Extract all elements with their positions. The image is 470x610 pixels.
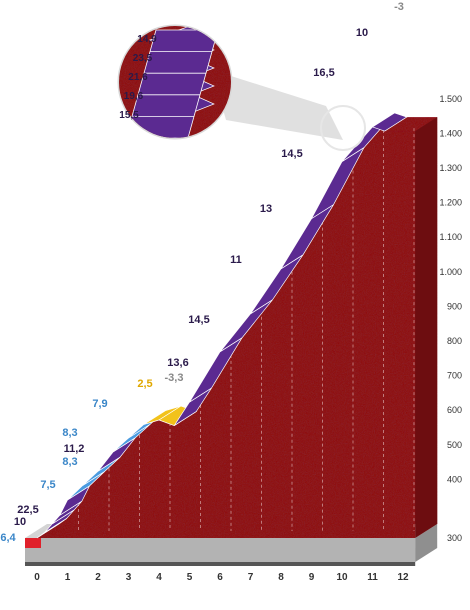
mountain-body: [37, 112, 438, 539]
gradient-label: 13: [260, 203, 272, 215]
inset-contents: [119, 26, 231, 138]
y-tick-label: 700: [447, 371, 462, 381]
zoom-inset: 14,9 23,5 21,6 19,6 15,5: [117, 24, 366, 151]
gradient-label: 16,5: [313, 67, 334, 79]
x-tick-label: 3: [126, 572, 132, 583]
inset-gradient-label: 14,9: [137, 34, 157, 45]
y-tick-label: 400: [447, 474, 462, 484]
x-axis-ticks: 0 1 2 3 4 5 6 7 8 9 10 11 12: [34, 572, 409, 583]
base-side-face: [415, 524, 438, 562]
y-tick-label: 1.000: [439, 267, 462, 277]
gradient-label: 8,3: [62, 427, 77, 439]
y-tick-label: 1.100: [439, 232, 462, 242]
gradient-label: 11,2: [64, 443, 85, 455]
y-tick-label: 1.400: [439, 128, 462, 138]
inset-gradient-label: 23,5: [133, 53, 153, 64]
gradient-label: 13,6: [167, 357, 188, 369]
x-tick-label: 4: [156, 572, 162, 583]
start-marker: [25, 538, 41, 548]
x-tick-label: 2: [95, 572, 101, 583]
gradient-ribbon: [36, 112, 408, 539]
km-gridlines: [78, 123, 415, 531]
y-tick-label: 900: [447, 301, 462, 311]
gradient-label: 11: [230, 254, 242, 266]
x-tick-label: 8: [278, 572, 284, 583]
gradient-label: 10: [356, 27, 368, 39]
gradient-label: 8,3: [62, 456, 77, 468]
ribbon-segment: [371, 112, 408, 132]
gradient-label: 10: [14, 516, 26, 528]
inset-gradient-label: 15,5: [119, 110, 139, 121]
y-axis-ticks: 300 400 500 600 700 800 900 1.000 1.100 1.200 1.30…: [439, 94, 462, 543]
gradient-label: 22,5: [17, 504, 38, 516]
gradient-label: -3,3: [165, 372, 184, 384]
y-tick-label: 600: [447, 405, 462, 415]
gradient-label: 6,4: [0, 532, 16, 544]
inset-connector: [212, 70, 343, 140]
x-tick-label: 7: [248, 572, 254, 583]
gradient-label: 7,9: [92, 398, 107, 410]
inset-gradient-label: 19,6: [124, 91, 144, 102]
mountain-side-face: [415, 117, 438, 538]
x-tick-label: 6: [217, 572, 223, 583]
x-tick-label: 5: [187, 572, 193, 583]
y-tick-label: 1.500: [439, 94, 462, 104]
gradient-label: 2,5: [137, 378, 152, 390]
x-tick-label: 1: [65, 572, 71, 583]
gradient-label: -3: [394, 1, 404, 13]
y-tick-label: 1.300: [439, 163, 462, 173]
gradient-label: 14,5: [188, 314, 209, 326]
mountain-front-face: [37, 126, 416, 539]
inset-source-ring: [320, 105, 366, 151]
x-tick-label: 9: [309, 572, 315, 583]
base-front-face: [25, 538, 416, 562]
base-bottom-edge: [25, 562, 416, 566]
y-tick-label: 1.200: [439, 198, 462, 208]
x-tick-label: 10: [336, 572, 348, 583]
y-tick-label: 300: [447, 533, 462, 543]
y-tick-label: 500: [447, 440, 462, 450]
inset-gradient-label: 21,6: [128, 72, 148, 83]
x-tick-label: 12: [397, 572, 409, 583]
y-tick-label: 800: [447, 336, 462, 346]
x-tick-label: 0: [34, 572, 40, 583]
gradient-label: 14,5: [281, 148, 302, 160]
x-tick-label: 11: [367, 572, 378, 583]
gradient-label: 7,5: [40, 479, 55, 491]
